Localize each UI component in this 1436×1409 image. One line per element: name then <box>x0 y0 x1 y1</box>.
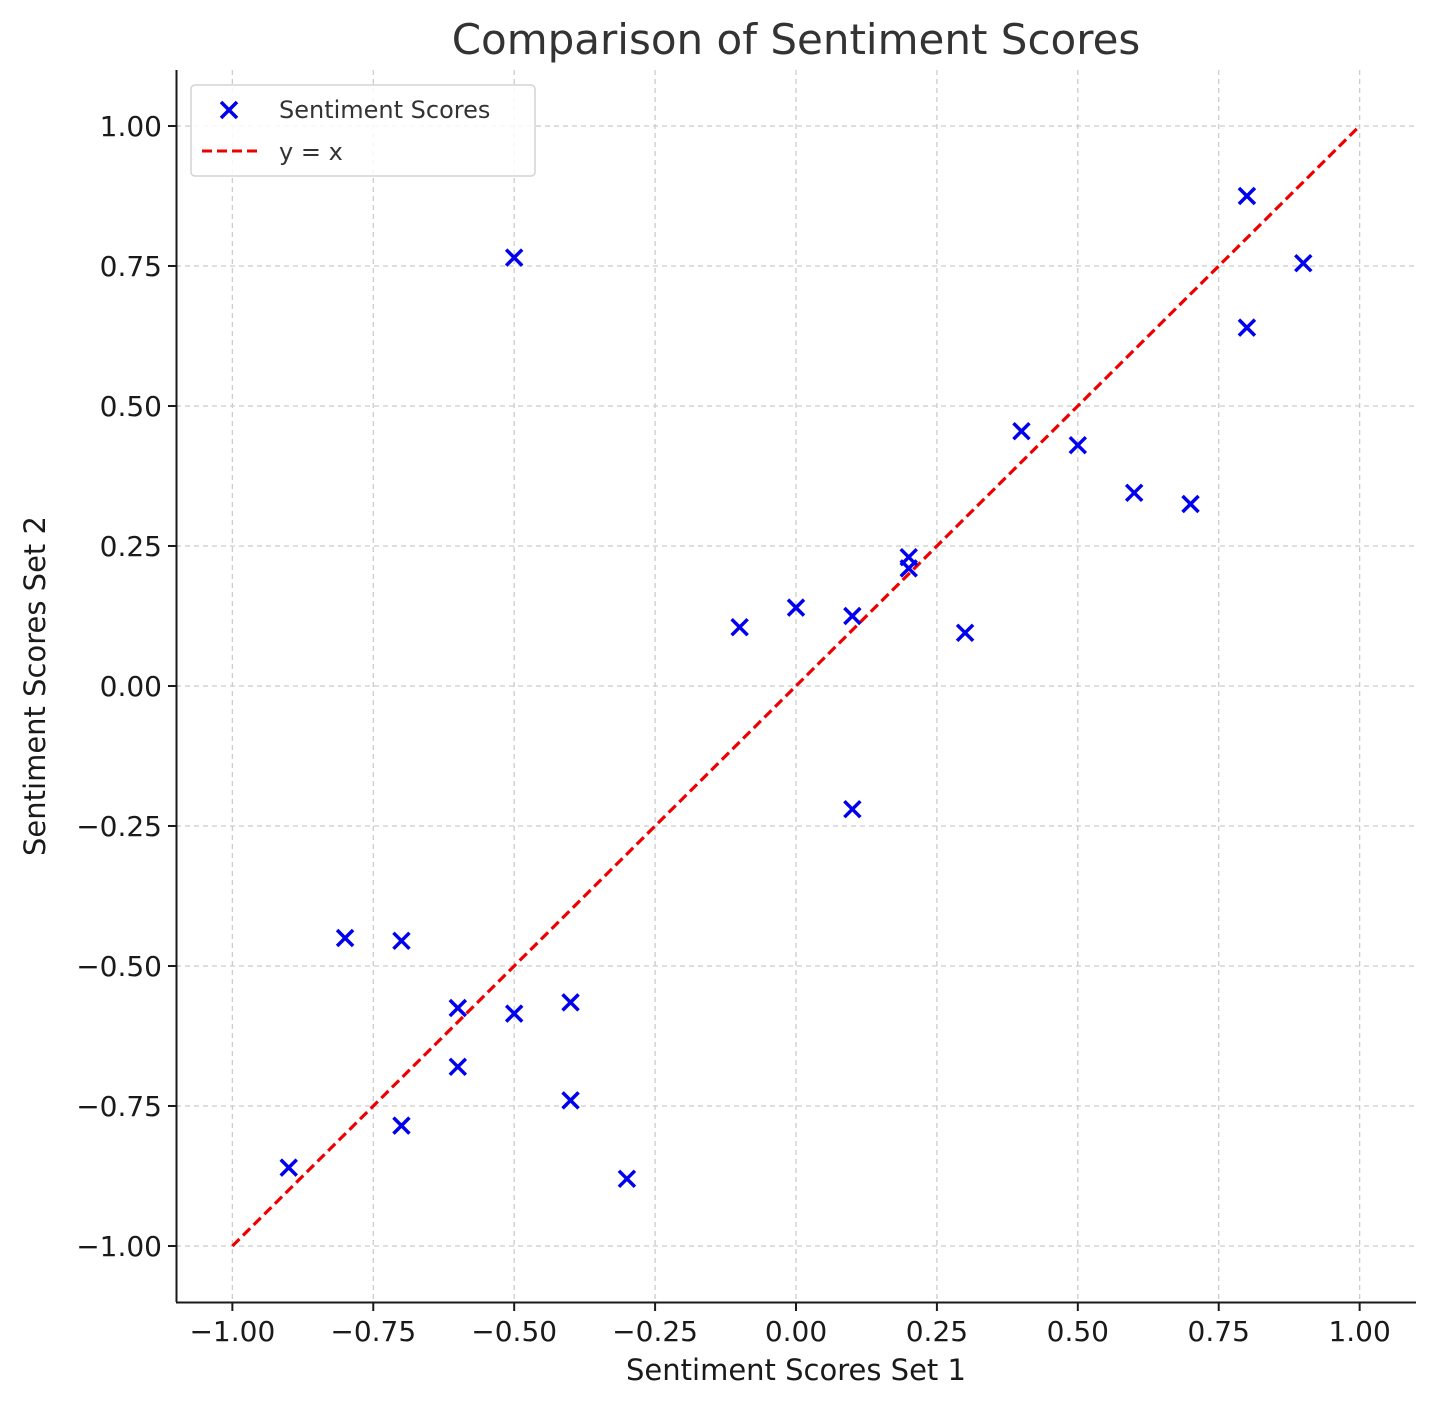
y-tick-label: −0.50 <box>76 950 162 983</box>
x-tick-label: −0.25 <box>612 1315 698 1348</box>
data-point <box>730 617 749 637</box>
data-point <box>955 623 975 643</box>
data-point <box>1294 253 1313 273</box>
legend-label-scatter: Sentiment Scores <box>279 96 490 124</box>
data-point <box>899 559 918 578</box>
axes <box>175 70 1416 1304</box>
x-axis-ticks: −1.00 −0.75 −0.50 −0.25 0.00 0.25 0.50 0.75 1.00 <box>189 1303 1391 1348</box>
data-point <box>1124 483 1144 503</box>
data-point <box>504 248 524 267</box>
data-point <box>786 598 806 617</box>
y-tick-label: 0.25 <box>100 530 162 563</box>
x-tick-label: 0.75 <box>1188 1315 1250 1348</box>
data-point <box>335 928 355 948</box>
y-axis-ticks: −1.00 −0.75 −0.50 −0.25 0.00 0.25 0.50 0.75 1.00 <box>76 110 176 1263</box>
y-tick-label: −0.25 <box>76 810 162 843</box>
data-point <box>392 931 411 951</box>
data-point <box>843 799 862 819</box>
x-tick-label: −1.00 <box>189 1315 275 1348</box>
data-point <box>1181 494 1200 514</box>
x-tick-label: 0.50 <box>1047 1315 1109 1348</box>
trend-layer <box>231 124 1361 1248</box>
x-tick-label: −0.75 <box>330 1315 416 1348</box>
legend: Sentiment Scores y = x <box>190 84 536 177</box>
y-tick-label: −1.00 <box>76 1230 162 1263</box>
data-point <box>1012 421 1031 441</box>
data-point <box>1237 186 1257 206</box>
x-tick-label: 1.00 <box>1328 1315 1390 1348</box>
data-point <box>448 1057 468 1077</box>
data-point <box>1068 435 1088 455</box>
y-tick-label: −0.75 <box>76 1090 162 1123</box>
data-points <box>279 186 1313 1189</box>
data-point <box>504 1004 524 1023</box>
data-point <box>617 1169 637 1189</box>
y-tick-label: 0.75 <box>100 250 162 283</box>
data-point <box>561 1091 580 1110</box>
data-point <box>843 606 862 626</box>
y-tick-label: 0.00 <box>100 670 162 703</box>
y-tick-label: 0.50 <box>100 390 162 423</box>
data-point <box>561 993 580 1012</box>
x-tick-label: −0.50 <box>471 1315 557 1348</box>
grid-lines <box>176 70 1416 1302</box>
legend-scatter-marker <box>219 100 239 120</box>
chart-title: Comparison of Sentiment Scores <box>452 15 1141 64</box>
identity-line <box>231 124 1361 1248</box>
legend-label-line: y = x <box>279 138 343 166</box>
y-axis-label: Sentiment Scores Set 2 <box>18 516 52 856</box>
y-tick-label: 1.00 <box>100 110 162 143</box>
x-axis-label: Sentiment Scores Set 1 <box>626 1353 966 1387</box>
data-point <box>1237 318 1257 337</box>
data-point <box>279 1158 298 1177</box>
x-tick-label: 0.00 <box>765 1315 827 1348</box>
x-tick-label: 0.25 <box>906 1315 968 1348</box>
legend-box <box>190 84 536 177</box>
data-point <box>448 998 468 1018</box>
data-point <box>392 1116 411 1135</box>
